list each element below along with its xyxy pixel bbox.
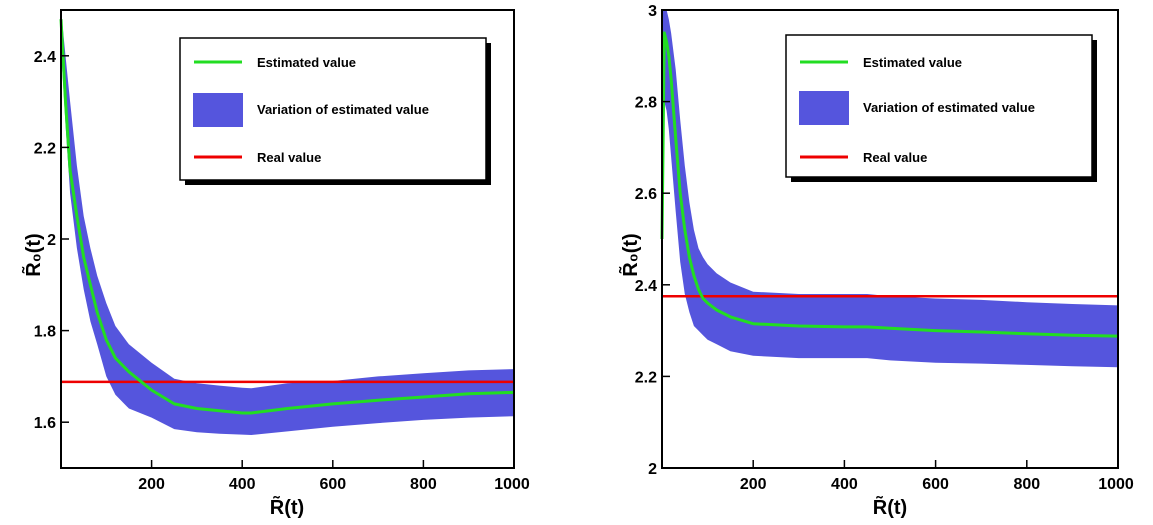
right-y-tick-label: 2.6 — [635, 186, 657, 203]
right-y-tick-label: 3 — [648, 3, 657, 20]
right-legend-real-label: Real value — [863, 150, 927, 165]
right-ticks-layer: 200 400 600 800 1000 2 2.2 2.4 2.6 2.8 3 — [635, 3, 1134, 493]
left-estimated-line — [59, 19, 515, 415]
right-legend-estimated-label: Estimated value — [863, 55, 962, 70]
right-y-tick-label: 2.8 — [635, 95, 657, 112]
left-ticks-layer: 200 400 600 800 1000 1.6 1.8 2 2.2 2.4 — [34, 49, 530, 493]
right-x-tick-label: 800 — [1013, 476, 1040, 493]
right-lines-layer — [660, 31, 1119, 338]
left-y-tick-label: 1.8 — [34, 324, 56, 341]
left-x-tick-label: 400 — [229, 476, 256, 493]
left-y-axis-label: R̃₀(t) — [21, 233, 45, 276]
left-legend-variation-swatch — [193, 93, 243, 127]
left-y-tick-label: 2 — [47, 232, 56, 249]
left-y-tick-label: 2.2 — [34, 140, 56, 157]
right-y-axis-label: R̃₀(t) — [618, 233, 642, 276]
right-legend-variation-swatch — [799, 91, 849, 125]
right-y-tick-label: 2 — [648, 461, 657, 478]
right-x-tick-label: 600 — [922, 476, 949, 493]
left-legend: Estimated value Variation of estimated v… — [179, 37, 491, 185]
chart-right: 200 400 600 800 1000 2 2.2 2.4 2.6 2.8 3 Estimated… — [618, 3, 1134, 519]
right-estimated-line — [660, 31, 1119, 338]
left-x-tick-label: 600 — [319, 476, 346, 493]
left-y-tick-label: 1.6 — [34, 415, 56, 432]
right-x-tick-label: 200 — [740, 476, 767, 493]
right-band-layer — [662, 10, 1118, 368]
left-legend-variation-label: Variation of estimated value — [257, 102, 429, 117]
chart-left: 200 400 600 800 1000 1.6 1.8 2 2.2 2.4 Estimated … — [21, 9, 530, 519]
left-x-tick-label: 200 — [138, 476, 165, 493]
right-y-tick-label: 2.2 — [635, 369, 657, 386]
left-x-tick-label: 800 — [410, 476, 437, 493]
right-legend-variation-label: Variation of estimated value — [863, 100, 1035, 115]
left-lines-layer — [59, 19, 515, 415]
right-plot-frame — [661, 9, 1119, 469]
left-x-tick-label: 1000 — [494, 476, 530, 493]
right-x-axis-label: R̃(t) — [873, 495, 907, 519]
left-legend-estimated-label: Estimated value — [257, 55, 356, 70]
left-legend-real-label: Real value — [257, 150, 321, 165]
right-y-tick-label: 2.4 — [635, 278, 657, 295]
right-x-tick-label: 400 — [831, 476, 858, 493]
right-legend: Estimated value Variation of estimated v… — [785, 34, 1097, 182]
right-variation-band — [662, 10, 1118, 368]
right-x-tick-label: 1000 — [1098, 476, 1134, 493]
left-y-tick-label: 2.4 — [34, 49, 56, 66]
left-x-axis-label: R̃(t) — [270, 495, 304, 519]
